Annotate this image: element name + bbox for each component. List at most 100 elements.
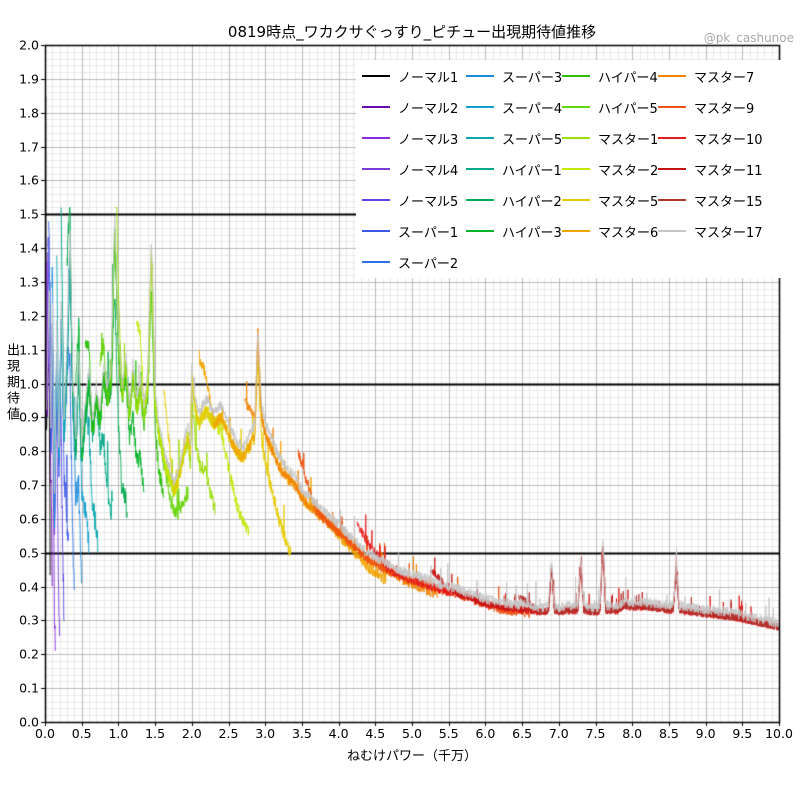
legend-swatch-line (658, 75, 686, 77)
legend-label: ハイパー4 (598, 70, 658, 86)
x-tick-label: 2.0 (181, 726, 202, 741)
legend-swatch-line (562, 168, 590, 170)
legend-entry: マスター9 (658, 96, 776, 118)
legend-label: マスター15 (694, 194, 763, 210)
x-tick-label: 7.0 (548, 726, 569, 741)
y-tick-label: 0.3 (19, 612, 39, 628)
legend-entry: ノーマル2 (362, 96, 466, 118)
legend-column: ハイパー4 ハイパー5 マスター1 マスター2 マスター5 マスター6 (562, 65, 658, 273)
y-tick-label: 1.5 (19, 206, 39, 222)
y-axis-tick-labels: 0.0 0.1 0.2 0.3 0.4 0.5 0.6 0.7 0.8 0.9 1.0 1.1 1.2 1… (0, 0, 42, 800)
legend-swatch-line (466, 230, 494, 232)
y-tick-label: 2.0 (19, 37, 39, 53)
legend-label: スーパー3 (502, 70, 563, 86)
legend-swatch-line (362, 106, 390, 108)
legend-entry: マスター15 (658, 189, 776, 211)
y-tick-label: 0.1 (19, 680, 39, 696)
legend-column: ノーマル1 ノーマル2 ノーマル3 ノーマル4 ノーマル5 スーパー1 スーパー2 (362, 65, 466, 273)
x-tick-label: 4.0 (328, 726, 349, 741)
legend-label: スーパー4 (502, 101, 563, 117)
x-tick-label: 10.0 (765, 726, 793, 741)
y-tick-label: 0.7 (19, 477, 39, 493)
legend-entry: マスター7 (658, 65, 776, 87)
legend-entry: ノーマル4 (362, 158, 466, 180)
legend-entry: ハイパー4 (562, 65, 658, 87)
legend-label: マスター17 (694, 225, 763, 241)
legend-swatch-line (466, 137, 494, 139)
x-tick-label: 6.5 (512, 726, 533, 741)
legend-swatch-line (466, 75, 494, 77)
x-tick-label: 0.0 (35, 726, 55, 741)
legend-entry: マスター17 (658, 220, 776, 242)
x-tick-label: 1.5 (145, 726, 166, 741)
legend-label: スーパー1 (398, 225, 459, 241)
x-tick-label: 3.5 (291, 726, 312, 741)
legend-swatch-line (658, 137, 686, 139)
legend-label: マスター2 (598, 163, 659, 179)
legend-entry: ノーマル1 (362, 65, 466, 87)
legend-entry: マスター10 (658, 127, 776, 149)
legend-swatch-line (562, 230, 590, 232)
legend-swatch-line (362, 261, 390, 263)
y-tick-label: 0.8 (19, 443, 39, 459)
y-tick-label: 1.9 (19, 71, 39, 87)
legend-entry: マスター5 (562, 189, 658, 211)
legend-label: マスター11 (694, 163, 763, 179)
legend-swatch-line (562, 199, 590, 201)
legend-label: ハイパー2 (502, 194, 562, 210)
legend-entry: マスター11 (658, 158, 776, 180)
legend-label: ノーマル4 (398, 163, 459, 179)
legend-column: マスター7 マスター9 マスター10 マスター11 マスター15 マスター17 (658, 65, 776, 273)
legend-swatch-line (362, 168, 390, 170)
x-tick-label: 2.5 (218, 726, 239, 741)
x-tick-label: 9.0 (695, 726, 716, 741)
legend-entry: マスター2 (562, 158, 658, 180)
legend-label: ハイパー1 (502, 163, 562, 179)
y-tick-label: 0.2 (19, 646, 39, 662)
x-tick-label: 5.0 (402, 726, 422, 741)
legend-swatch-line (562, 75, 590, 77)
legend-label: スーパー2 (398, 256, 459, 272)
legend-entry: スーパー1 (362, 220, 466, 242)
legend-entry: マスター1 (562, 127, 658, 149)
y-tick-label: 1.1 (19, 342, 39, 358)
y-tick-label: 1.4 (19, 240, 39, 256)
y-tick-label: 1.0 (19, 376, 39, 391)
x-tick-label: 6.0 (475, 726, 496, 741)
legend-label: スーパー5 (502, 132, 563, 148)
x-tick-label: 3.0 (255, 726, 276, 741)
legend-label: ノーマル3 (398, 132, 459, 148)
y-tick-label: 0.0 (19, 714, 39, 730)
legend-label: マスター5 (598, 194, 659, 210)
legend-label: マスター6 (598, 225, 659, 241)
x-tick-label: 9.5 (732, 726, 753, 741)
x-tick-label: 8.0 (622, 726, 643, 741)
legend-entry: ハイパー2 (466, 189, 562, 211)
legend-swatch-line (362, 199, 390, 201)
legend-label: ハイパー3 (502, 225, 562, 241)
x-tick-label: 7.5 (585, 726, 606, 741)
legend-label: マスター10 (694, 132, 763, 148)
x-axis-tick-labels: 0.0 0.5 1.0 1.5 2.0 2.5 3.0 3.5 4.0 4.5 5.0 5.5 6.0 6… (0, 726, 800, 744)
legend-entry: マスター6 (562, 220, 658, 242)
legend-entry: スーパー5 (466, 127, 562, 149)
legend-swatch-line (466, 106, 494, 108)
legend-label: ノーマル5 (398, 194, 459, 210)
legend-swatch-line (362, 75, 390, 77)
chart-title: 0819時点_ワカクサぐっすり_ピチュー出現期待値推移 (227, 23, 597, 41)
legend-label: ノーマル1 (398, 70, 459, 86)
legend-swatch-line (562, 137, 590, 139)
legend: ノーマル1 ノーマル2 ノーマル3 ノーマル4 ノーマル5 スーパー1 スーパー2 スーパー3… (356, 60, 782, 278)
x-tick-label: 4.5 (365, 726, 386, 741)
legend-swatch-line (658, 230, 686, 232)
y-tick-label: 0.5 (19, 545, 39, 561)
x-tick-label: 0.5 (71, 726, 92, 741)
legend-label: マスター7 (694, 70, 755, 86)
legend-swatch-line (562, 106, 590, 108)
legend-swatch-line (362, 230, 390, 232)
legend-swatch-line (362, 137, 390, 139)
x-axis-label: ねむけパワー（千万） (346, 749, 477, 764)
legend-swatch-line (658, 106, 686, 108)
y-tick-label: 0.6 (19, 511, 39, 527)
